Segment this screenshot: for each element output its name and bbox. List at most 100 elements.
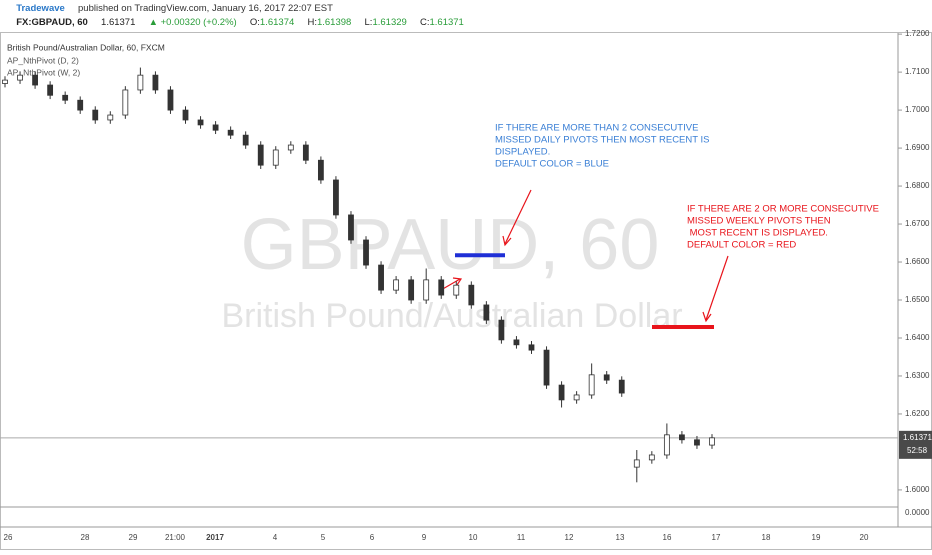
candle-body bbox=[32, 74, 38, 86]
watermark-symbol: GBPAUD, 60 bbox=[241, 205, 660, 285]
x-tick-label: 28 bbox=[81, 533, 90, 542]
x-tick-label: 4 bbox=[273, 533, 278, 542]
candle-body bbox=[633, 459, 640, 468]
indicator-tick-label: 0.0000 bbox=[905, 508, 930, 517]
candle-body bbox=[287, 144, 294, 151]
candle-body bbox=[603, 374, 610, 381]
y-tick-label: 1.6300 bbox=[905, 371, 930, 380]
annotation-line: MISSED DAILY PIVOTS THEN MOST RECENT IS bbox=[495, 135, 710, 146]
x-tick-label: 19 bbox=[812, 533, 821, 542]
y-tick-label: 1.6400 bbox=[905, 333, 930, 342]
ohlc-key: O: bbox=[250, 17, 260, 28]
candle-body bbox=[137, 74, 144, 91]
candle-body bbox=[378, 264, 384, 291]
ohlc-key: H: bbox=[307, 17, 317, 28]
candle-body bbox=[663, 434, 670, 456]
ohlc-value: 1.61398 bbox=[317, 17, 351, 28]
arrow-head bbox=[452, 277, 463, 286]
x-tick-label: 2017 bbox=[206, 533, 224, 542]
candle-body bbox=[152, 74, 159, 91]
candle-body bbox=[679, 434, 685, 441]
candle-body bbox=[348, 214, 354, 241]
symbol: FX:GBPAUD, 60 bbox=[16, 17, 88, 28]
x-tick-label: 20 bbox=[860, 533, 869, 542]
countdown: 52:58 bbox=[907, 446, 928, 455]
candle-body bbox=[167, 89, 174, 111]
y-tick-label: 1.6000 bbox=[905, 485, 930, 494]
x-tick-label: 17 bbox=[712, 533, 721, 542]
x-tick-label: 13 bbox=[616, 533, 625, 542]
y-tick-label: 1.6800 bbox=[905, 181, 930, 190]
y-tick-label: 1.7100 bbox=[905, 67, 930, 76]
candle-body bbox=[272, 149, 279, 166]
header-line: Tradewave published on TradingView.com, … bbox=[3, 3, 341, 14]
change: ▲ +0.00320 (+0.2%) bbox=[149, 17, 237, 28]
last-price-label: 1.61371 bbox=[903, 433, 932, 442]
ohlc-key: L: bbox=[365, 17, 373, 28]
candle-body bbox=[588, 374, 595, 396]
last-price-box bbox=[899, 430, 932, 459]
candle-body bbox=[468, 284, 475, 306]
candle-body bbox=[197, 119, 204, 126]
candle-body bbox=[408, 279, 415, 301]
ohlc-key: C: bbox=[420, 17, 430, 28]
y-tick-label: 1.6200 bbox=[905, 409, 930, 418]
author[interactable]: Tradewave bbox=[16, 3, 65, 14]
ohlc-value: 1.61374 bbox=[260, 17, 294, 28]
candle-body bbox=[122, 89, 129, 116]
candle-body bbox=[333, 179, 339, 216]
arrow bbox=[440, 278, 461, 291]
y-tick-label: 1.7000 bbox=[905, 105, 930, 114]
candle-body bbox=[543, 349, 550, 386]
published: published on TradingView.com, January 16… bbox=[78, 3, 333, 14]
candle-body bbox=[363, 239, 369, 266]
ohlc-value: 1.61329 bbox=[372, 17, 406, 28]
y-tick-label: 1.7200 bbox=[905, 29, 930, 38]
arrows bbox=[440, 189, 729, 323]
candle-body bbox=[302, 144, 309, 161]
legend-entry: AP_NthPivot (D, 2) bbox=[7, 55, 79, 65]
x-tick-label: 6 bbox=[370, 533, 375, 542]
legend-entry: British Pound/Australian Dollar, 60, FXC… bbox=[7, 42, 165, 52]
symbol-line: FX:GBPAUD, 60 1.61371 ▲ +0.00320 (+0.2%)… bbox=[3, 17, 472, 28]
annotation-line: MOST RECENT IS DISPLAYED. bbox=[687, 228, 828, 239]
candle-body bbox=[483, 304, 490, 321]
candle-body bbox=[513, 339, 520, 346]
y-tick-label: 1.6600 bbox=[905, 257, 930, 266]
candle-body bbox=[77, 99, 84, 111]
x-tick-label: 9 bbox=[422, 533, 427, 542]
candle-body bbox=[2, 79, 8, 84]
candle-body bbox=[558, 384, 565, 401]
candle-body bbox=[498, 319, 505, 341]
x-tick-label: 5 bbox=[321, 533, 326, 542]
candle-body bbox=[182, 109, 189, 121]
annotation-line: DISPLAYED. bbox=[495, 147, 550, 158]
annotation-line: DEFAULT COLOR = RED bbox=[687, 240, 796, 251]
candle-body bbox=[17, 74, 23, 81]
x-tick-label: 29 bbox=[129, 533, 138, 542]
x-tick-label: 11 bbox=[517, 533, 526, 542]
candle-body bbox=[709, 437, 715, 446]
candle-body bbox=[47, 84, 54, 96]
candle-body bbox=[92, 109, 99, 121]
y-tick-label: 1.6500 bbox=[905, 295, 930, 304]
candle-body bbox=[648, 454, 655, 461]
arrow-head bbox=[702, 311, 712, 323]
annotation-line: IF THERE ARE MORE THAN 2 CONSECUTIVE bbox=[495, 123, 698, 134]
candle-body bbox=[453, 284, 460, 296]
legend-entry: AP_NthPivot (W, 2) bbox=[7, 67, 80, 77]
annotation-line: IF THERE ARE 2 OR MORE CONSECUTIVE bbox=[687, 204, 879, 215]
x-tick-label: 21:00 bbox=[165, 533, 186, 542]
watermark-name: British Pound/Australian Dollar bbox=[221, 297, 682, 335]
x-tick-label: 16 bbox=[663, 533, 672, 542]
arrow bbox=[705, 255, 729, 321]
x-tick-label: 18 bbox=[762, 533, 771, 542]
candle-body bbox=[62, 94, 69, 101]
candle-body bbox=[242, 134, 249, 146]
candle-body bbox=[257, 144, 264, 166]
y-tick-label: 1.6700 bbox=[905, 219, 930, 228]
candle-body bbox=[107, 114, 114, 121]
ohlc-value: 1.61371 bbox=[430, 17, 464, 28]
x-tick-label: 12 bbox=[565, 533, 574, 542]
